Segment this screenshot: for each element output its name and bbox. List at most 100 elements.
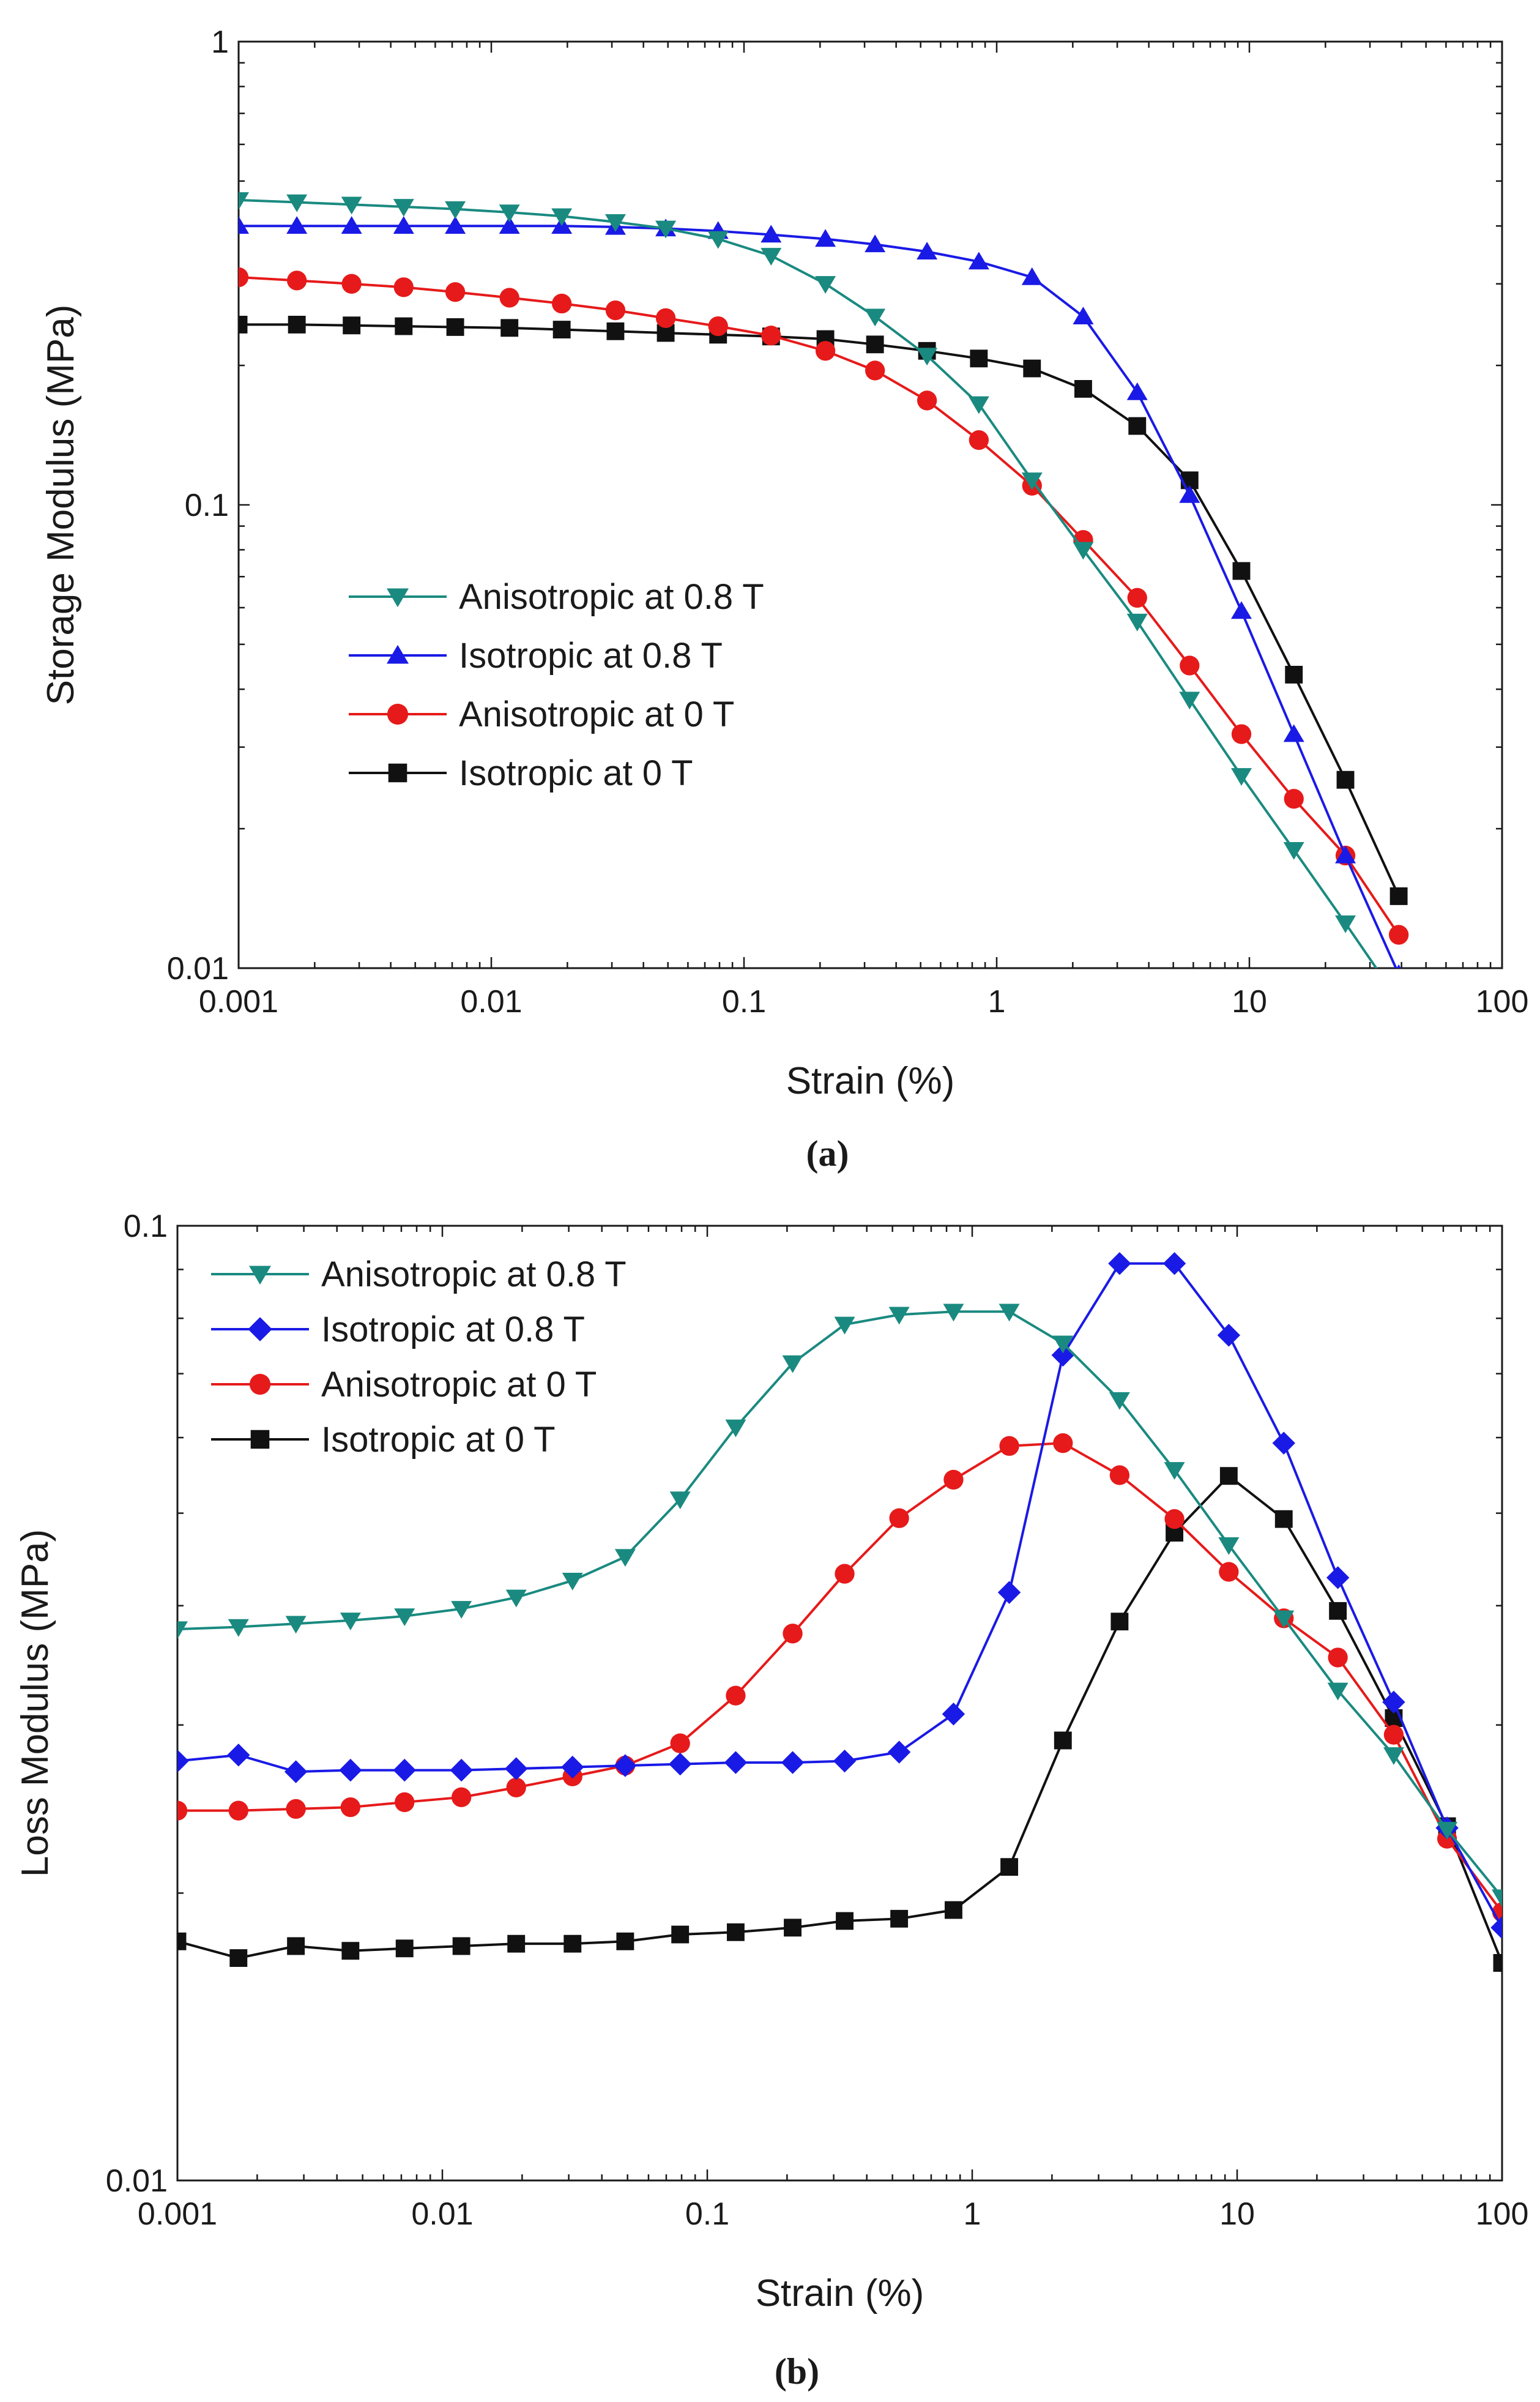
data-point-anisotropic-at-0-8-t	[1335, 915, 1356, 933]
data-point-anisotropic-at-0-t	[999, 1436, 1019, 1456]
legend-label: Anisotropic at 0 T	[459, 695, 734, 734]
series-anisotropic-at-0-8-t	[177, 1304, 1502, 1908]
data-point-anisotropic-at-0-8-t	[999, 1304, 1020, 1322]
legend-item-isotropic-at-0-8-t: Isotropic at 0.8 T	[211, 1310, 585, 1349]
legend-marker	[248, 1317, 272, 1341]
data-point-isotropic-at-0-t	[944, 1901, 962, 1919]
y-axis-title: Storage Modulus (MPa)	[40, 305, 82, 706]
data-point-anisotropic-at-0-8-t	[285, 1616, 307, 1634]
data-point-anisotropic-at-0-8-t	[228, 1619, 249, 1637]
data-point-isotropic-at-0-t	[1274, 1510, 1293, 1528]
data-point-isotropic-at-0-8-t	[339, 1758, 362, 1782]
data-point-isotropic-at-0-8-t	[997, 1581, 1021, 1604]
data-point-isotropic-at-0-8-t	[505, 1757, 528, 1780]
data-point-isotropic-at-0-t	[564, 1934, 582, 1953]
data-point-anisotropic-at-0-8-t	[451, 1601, 472, 1619]
x-axis-title: Strain (%)	[756, 2272, 924, 2314]
data-point-isotropic-at-0-8-t	[177, 1749, 189, 1773]
data-point-anisotropic-at-0-t	[1231, 724, 1252, 744]
data-point-isotropic-at-0-t	[1166, 1524, 1184, 1542]
data-point-isotropic-at-0-t	[452, 1937, 471, 1955]
data-point-anisotropic-at-0-t	[1219, 1562, 1239, 1582]
legend-label: Isotropic at 0 T	[321, 1420, 556, 1460]
legend-item-isotropic-at-0-t: Isotropic at 0 T	[211, 1420, 556, 1460]
data-point-isotropic-at-0-t	[395, 1939, 414, 1958]
data-point-anisotropic-at-0-t	[341, 274, 362, 294]
plot-data	[177, 1251, 1502, 1972]
axis-ticks	[237, 40, 1503, 969]
data-point-anisotropic-at-0-8-t	[1126, 613, 1148, 632]
data-point-isotropic-at-0-8-t	[1162, 1251, 1186, 1275]
data-point-anisotropic-at-0-8-t	[655, 220, 677, 239]
data-point-isotropic-at-0-8-t	[393, 1758, 416, 1782]
x-axis-title: Strain (%)	[786, 1060, 955, 1102]
data-point-anisotropic-at-0-8-t	[1383, 1747, 1404, 1766]
data-point-anisotropic-at-0-8-t	[865, 308, 886, 327]
data-point-anisotropic-at-0-t	[1492, 1902, 1502, 1922]
data-point-anisotropic-at-0-t	[551, 293, 572, 314]
legend-label: Anisotropic at 0 T	[321, 1365, 597, 1404]
data-point-anisotropic-at-0-t	[340, 1797, 360, 1818]
data-point-anisotropic-at-0-8-t	[505, 1589, 527, 1608]
data-point-anisotropic-at-0-t	[228, 1800, 248, 1821]
data-point-isotropic-at-0-t	[784, 1919, 802, 1937]
data-point-isotropic-at-0-t	[177, 1932, 187, 1950]
data-point-anisotropic-at-0-t	[605, 300, 626, 321]
data-point-anisotropic-at-0-8-t	[394, 1608, 415, 1627]
data-point-anisotropic-at-0-8-t	[1109, 1392, 1130, 1410]
series-anisotropic-at-0-t	[239, 267, 1409, 945]
data-point-isotropic-at-0-8-t	[1335, 845, 1356, 863]
data-point-isotropic-at-0-t	[1493, 1954, 1502, 1972]
x-tick-label: 100	[1476, 2196, 1529, 2232]
data-point-isotropic-at-0-8-t	[761, 225, 782, 243]
data-point-anisotropic-at-0-8-t	[562, 1572, 583, 1591]
data-point-anisotropic-at-0-8-t	[551, 208, 573, 226]
data-point-isotropic-at-0-8-t	[284, 1760, 308, 1783]
data-point-anisotropic-at-0-8-t	[1073, 542, 1094, 560]
data-point-isotropic-at-0-t	[1128, 417, 1147, 435]
data-point-isotropic-at-0-8-t	[1490, 1916, 1502, 1939]
data-point-isotropic-at-0-t	[1389, 887, 1408, 905]
series-isotropic-at-0-t	[177, 1467, 1502, 1972]
data-point-anisotropic-at-0-t	[239, 267, 249, 288]
legend-item-anisotropic-at-0-t: Anisotropic at 0 T	[349, 695, 734, 734]
data-point-isotropic-at-0-8-t	[445, 216, 466, 234]
data-point-anisotropic-at-0-8-t	[815, 276, 836, 294]
data-point-isotropic-at-0-t	[1329, 1602, 1347, 1620]
data-point-anisotropic-at-0-t	[1127, 587, 1147, 608]
data-point-anisotropic-at-0-8-t	[614, 1549, 636, 1567]
data-point-isotropic-at-0-8-t	[1230, 601, 1252, 619]
data-point-anisotropic-at-0-8-t	[917, 348, 938, 366]
x-tick-label: 10	[1219, 2196, 1255, 2232]
data-point-anisotropic-at-0-8-t	[1283, 842, 1304, 860]
data-point-anisotropic-at-0-t	[1109, 1465, 1130, 1485]
data-point-isotropic-at-0-8-t	[239, 216, 249, 234]
data-point-isotropic-at-0-t	[229, 1949, 248, 1967]
data-point-anisotropic-at-0-t	[943, 1469, 964, 1490]
x-tick-label: 0.01	[411, 2196, 473, 2232]
data-point-anisotropic-at-0-8-t	[669, 1491, 691, 1510]
y-tick-label: 0.1	[124, 1209, 168, 1244]
data-point-isotropic-at-0-8-t	[286, 216, 308, 234]
legend-item-anisotropic-at-0-t: Anisotropic at 0 T	[211, 1365, 597, 1404]
data-point-anisotropic-at-0-8-t	[1218, 1537, 1240, 1555]
data-point-isotropic-at-0-8-t	[1283, 724, 1304, 742]
data-point-isotropic-at-0-8-t	[1179, 485, 1200, 503]
data-point-anisotropic-at-0-8-t	[499, 204, 520, 223]
series-isotropic-at-0-t	[239, 315, 1408, 905]
data-point-anisotropic-at-0-8-t	[1273, 1610, 1295, 1628]
data-point-anisotropic-at-0-8-t	[1230, 768, 1252, 786]
data-point-isotropic-at-0-t	[500, 319, 519, 337]
data-point-anisotropic-at-0-t	[889, 1508, 909, 1528]
data-point-isotropic-at-0-8-t	[1272, 1431, 1295, 1455]
data-point-isotropic-at-0-8-t	[1073, 307, 1094, 324]
series-isotropic-at-0-8-t	[239, 216, 1401, 968]
data-point-isotropic-at-0-8-t	[968, 252, 989, 270]
data-point-anisotropic-at-0-t	[835, 1564, 855, 1584]
data-point-anisotropic-at-0-t	[499, 288, 519, 308]
legend-marker	[249, 1266, 271, 1285]
x-tick-label: 0.1	[722, 984, 766, 1020]
data-point-anisotropic-at-0-t	[393, 277, 414, 297]
